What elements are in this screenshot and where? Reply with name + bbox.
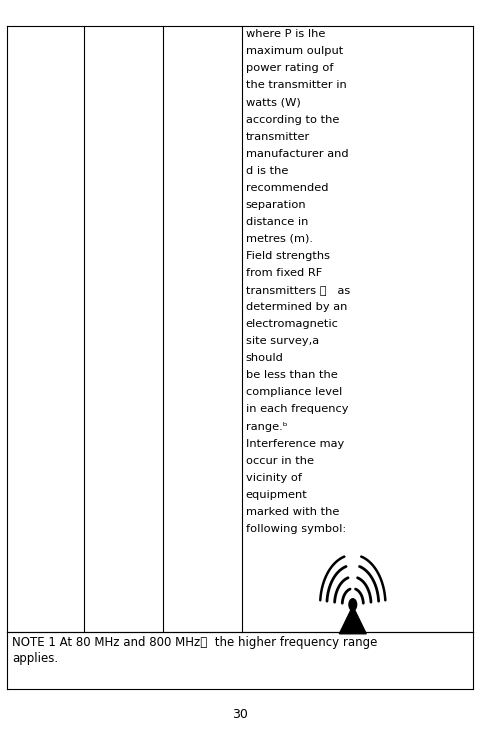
Text: electromagnetic: electromagnetic	[246, 319, 338, 329]
Text: where P is lhe: where P is lhe	[246, 29, 325, 39]
Text: the transmitter in: the transmitter in	[246, 80, 347, 91]
Text: power rating of: power rating of	[246, 64, 333, 73]
Circle shape	[349, 599, 357, 610]
Text: metres (m).: metres (m).	[246, 234, 313, 244]
Text: compliance level: compliance level	[246, 387, 342, 398]
Text: be less than the: be less than the	[246, 371, 337, 380]
Text: following symbol:: following symbol:	[246, 524, 346, 534]
Text: applies.: applies.	[12, 652, 58, 665]
Text: distance in: distance in	[246, 217, 308, 227]
Text: manufacturer and: manufacturer and	[246, 148, 348, 159]
Text: recommended: recommended	[246, 183, 328, 193]
Text: vicinity of: vicinity of	[246, 473, 302, 482]
Text: 30: 30	[232, 708, 248, 721]
Text: site survey,a: site survey,a	[246, 336, 319, 346]
Text: marked with the: marked with the	[246, 507, 339, 517]
Text: determined by an: determined by an	[246, 302, 347, 312]
Text: according to the: according to the	[246, 115, 339, 124]
Polygon shape	[339, 606, 366, 634]
Text: in each frequency: in each frequency	[246, 404, 348, 414]
Text: maximum oulput: maximum oulput	[246, 46, 343, 56]
Text: NOTE 1 At 80 MHz and 800 MHz，  the higher frequency range: NOTE 1 At 80 MHz and 800 MHz， the higher…	[12, 636, 377, 649]
Text: transmitter: transmitter	[246, 132, 310, 142]
Text: from fixed RF: from fixed RF	[246, 268, 322, 278]
Text: occur in the: occur in the	[246, 455, 314, 466]
Text: separation: separation	[246, 200, 306, 210]
Text: Interference may: Interference may	[246, 439, 344, 449]
Text: Field strengths: Field strengths	[246, 251, 330, 261]
Text: transmitters ，   as: transmitters ， as	[246, 285, 350, 295]
Text: d is the: d is the	[246, 166, 288, 175]
Text: range.ᵇ: range.ᵇ	[246, 422, 288, 431]
Text: should: should	[246, 353, 284, 363]
Text: equipment: equipment	[246, 490, 308, 500]
Text: watts (W): watts (W)	[246, 97, 300, 107]
